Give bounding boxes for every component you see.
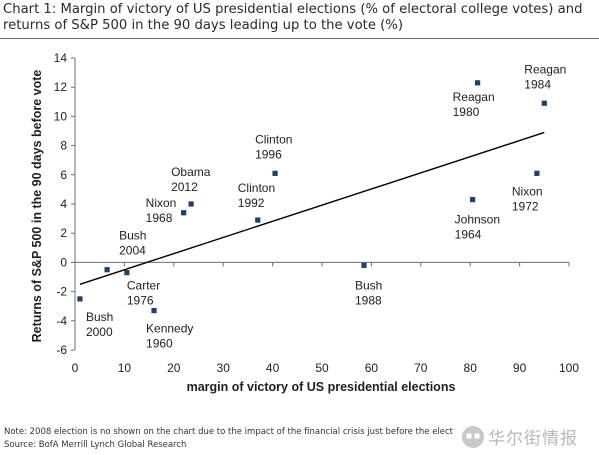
point-label: Nixon [146, 196, 177, 210]
data-point [534, 170, 540, 176]
data-point [272, 170, 278, 176]
x-tick-label: 70 [414, 361, 428, 375]
point-label: Reagan [453, 90, 495, 104]
point-label: 1996 [255, 147, 282, 161]
point-label: 1992 [238, 196, 265, 210]
data-point [77, 296, 83, 302]
point-label: 1972 [512, 199, 539, 213]
data-point [475, 80, 481, 86]
trendline [79, 131, 545, 285]
point-label: Clinton [238, 181, 275, 195]
x-tick-label: 10 [118, 361, 132, 375]
point-label: Carter [127, 279, 160, 293]
x-tick-label: 60 [365, 361, 379, 375]
chart-title: Chart 1: Margin of victory of US preside… [3, 2, 583, 33]
y-tick-label: 14 [54, 51, 68, 65]
point-label: Johnson [455, 213, 500, 227]
data-points [77, 80, 547, 314]
y-tick-label: 4 [60, 197, 67, 211]
data-point [541, 100, 547, 106]
point-label: Clinton [255, 132, 292, 146]
point-label: Obama [171, 165, 211, 179]
title-divider [0, 38, 599, 39]
point-label: Bush [355, 278, 382, 292]
point-label: 1964 [455, 228, 482, 242]
y-tick-label: -6 [56, 343, 67, 357]
footnote-note: Note: 2008 election is no shown on the c… [4, 427, 454, 437]
y-tick-label: -4 [56, 314, 67, 328]
data-point [124, 270, 130, 276]
data-point [255, 217, 261, 223]
point-label: 1988 [355, 293, 382, 307]
point-label: Kennedy [146, 322, 193, 336]
data-point [470, 197, 476, 203]
y-tick-label: 6 [60, 168, 67, 182]
x-axis-title: margin of victory of US presidential ele… [187, 380, 456, 394]
point-label: 1984 [524, 77, 551, 91]
x-tick-label: 90 [513, 361, 527, 375]
y-tick-label: 2 [60, 226, 67, 240]
y-tick-label: 0 [60, 255, 67, 269]
y-tick-label: 10 [54, 109, 68, 123]
data-point [181, 210, 187, 216]
point-label: 1960 [146, 337, 173, 351]
x-tick-label: 100 [559, 361, 579, 375]
point-label: Bush [86, 310, 113, 324]
y-axis-title: Returns of S&P 500 in the 90 days before… [30, 70, 44, 343]
point-label: Bush [119, 229, 146, 243]
point-labels: Bush2000Bush2004Carter1976Kennedy1960Nix… [86, 62, 566, 350]
point-label: 1968 [146, 211, 173, 225]
x-tick-label: 40 [266, 361, 280, 375]
x-tick-label: 80 [464, 361, 478, 375]
point-label: 2000 [86, 325, 113, 339]
data-point [361, 262, 367, 268]
watermark-text: 华尔街情报 [488, 429, 578, 448]
point-label: Reagan [524, 62, 566, 76]
x-tick-label: 30 [217, 361, 231, 375]
trendline-line [79, 131, 545, 285]
y-axis: -6 -4 -2 0 2 4 6 8 10 12 14 [54, 51, 76, 357]
point-label: 2004 [119, 244, 146, 258]
x-axis: 0 10 20 30 40 50 60 70 80 90 100 [72, 261, 579, 375]
point-label: 2012 [171, 180, 198, 194]
x-tick-label: 50 [315, 361, 329, 375]
y-tick-label: 12 [54, 80, 68, 94]
point-label: 1980 [453, 105, 480, 119]
data-point [151, 307, 157, 314]
watermark: 华尔街情报 [462, 424, 578, 449]
wechat-icon [462, 425, 484, 448]
x-tick-label: 0 [72, 361, 79, 375]
y-tick-label: -2 [56, 285, 67, 299]
point-label: Nixon [512, 184, 543, 198]
point-label: 1976 [127, 294, 154, 308]
footnote-source: Source: BofA Merrill Lynch Global Resear… [4, 440, 187, 450]
data-point [188, 201, 194, 207]
y-tick-label: 8 [60, 139, 67, 153]
data-point [104, 267, 110, 273]
x-tick-label: 20 [167, 361, 181, 375]
